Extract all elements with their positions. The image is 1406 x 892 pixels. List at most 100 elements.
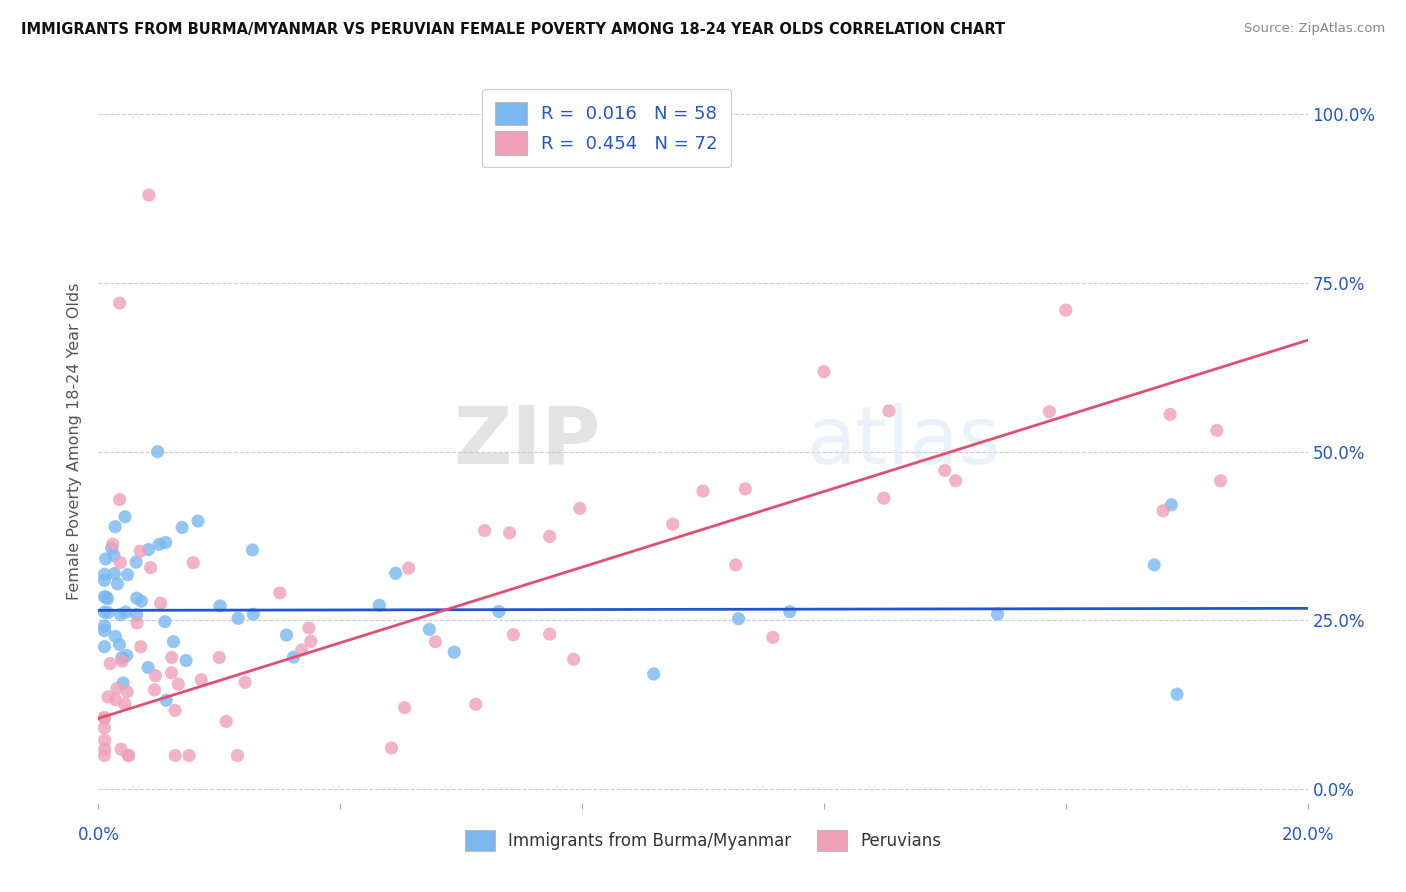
- Point: [100, 541, 122, 556]
- Point: [93, 748, 115, 763]
- Point: [148, 537, 170, 551]
- Point: [1166, 687, 1188, 701]
- Point: [727, 612, 749, 626]
- Point: [108, 492, 131, 507]
- Point: [93, 605, 115, 619]
- Point: [111, 654, 134, 668]
- Text: Source: ZipAtlas.com: Source: ZipAtlas.com: [1244, 22, 1385, 36]
- Point: [276, 628, 298, 642]
- Point: [96, 591, 118, 606]
- Text: ZIP: ZIP: [453, 402, 600, 481]
- Point: [562, 652, 585, 666]
- Point: [149, 596, 172, 610]
- Point: [283, 650, 305, 665]
- Point: [114, 698, 136, 712]
- Point: [165, 703, 187, 717]
- Point: [443, 645, 465, 659]
- Point: [139, 560, 162, 574]
- Text: atlas: atlas: [806, 402, 1000, 481]
- Point: [381, 741, 404, 756]
- Point: [1054, 303, 1077, 318]
- Point: [724, 558, 747, 572]
- Point: [94, 742, 117, 756]
- Point: [877, 404, 900, 418]
- Text: 20.0%: 20.0%: [1281, 826, 1334, 845]
- Point: [93, 624, 115, 638]
- Point: [131, 594, 153, 608]
- Point: [114, 509, 136, 524]
- Point: [464, 698, 486, 712]
- Point: [368, 599, 391, 613]
- Point: [734, 482, 756, 496]
- Point: [167, 677, 190, 691]
- Point: [498, 525, 520, 540]
- Point: [105, 681, 128, 696]
- Point: [291, 643, 314, 657]
- Point: [661, 517, 683, 532]
- Point: [108, 296, 131, 310]
- Point: [418, 623, 440, 637]
- Legend: Immigrants from Burma/Myanmar, Peruvians: Immigrants from Burma/Myanmar, Peruvians: [457, 822, 949, 860]
- Point: [160, 650, 183, 665]
- Point: [208, 650, 231, 665]
- Point: [394, 700, 416, 714]
- Point: [117, 748, 139, 763]
- Point: [93, 733, 115, 747]
- Point: [125, 591, 148, 606]
- Point: [643, 667, 665, 681]
- Point: [115, 685, 138, 699]
- Point: [104, 629, 127, 643]
- Point: [153, 615, 176, 629]
- Point: [1159, 408, 1181, 422]
- Point: [93, 567, 115, 582]
- Point: [1160, 498, 1182, 512]
- Point: [179, 748, 201, 763]
- Point: [125, 607, 148, 622]
- Point: [97, 606, 120, 620]
- Point: [398, 561, 420, 575]
- Point: [233, 675, 256, 690]
- Point: [181, 556, 204, 570]
- Point: [538, 529, 561, 543]
- Point: [107, 577, 129, 591]
- Point: [813, 365, 835, 379]
- Point: [538, 627, 561, 641]
- Point: [112, 676, 135, 690]
- Point: [1152, 504, 1174, 518]
- Point: [129, 544, 152, 558]
- Point: [187, 514, 209, 528]
- Point: [117, 567, 139, 582]
- Point: [568, 501, 591, 516]
- Point: [692, 484, 714, 499]
- Point: [138, 188, 160, 202]
- Point: [93, 574, 115, 588]
- Point: [384, 566, 406, 581]
- Point: [762, 631, 785, 645]
- Point: [125, 555, 148, 569]
- Point: [93, 721, 115, 735]
- Text: IMMIGRANTS FROM BURMA/MYANMAR VS PERUVIAN FEMALE POVERTY AMONG 18-24 YEAR OLDS C: IMMIGRANTS FROM BURMA/MYANMAR VS PERUVIA…: [21, 22, 1005, 37]
- Point: [93, 619, 115, 633]
- Point: [146, 444, 169, 458]
- Point: [242, 607, 264, 622]
- Point: [115, 648, 138, 663]
- Point: [94, 552, 117, 566]
- Point: [425, 634, 447, 648]
- Point: [209, 599, 232, 613]
- Point: [110, 607, 132, 622]
- Point: [986, 607, 1008, 621]
- Point: [1209, 474, 1232, 488]
- Point: [945, 474, 967, 488]
- Point: [143, 682, 166, 697]
- Point: [226, 611, 249, 625]
- Point: [160, 665, 183, 680]
- Point: [110, 742, 132, 756]
- Point: [934, 463, 956, 477]
- Text: 0.0%: 0.0%: [77, 826, 120, 845]
- Point: [129, 640, 152, 654]
- Point: [93, 640, 115, 654]
- Point: [172, 520, 194, 534]
- Point: [155, 693, 177, 707]
- Point: [97, 690, 120, 704]
- Point: [93, 712, 115, 726]
